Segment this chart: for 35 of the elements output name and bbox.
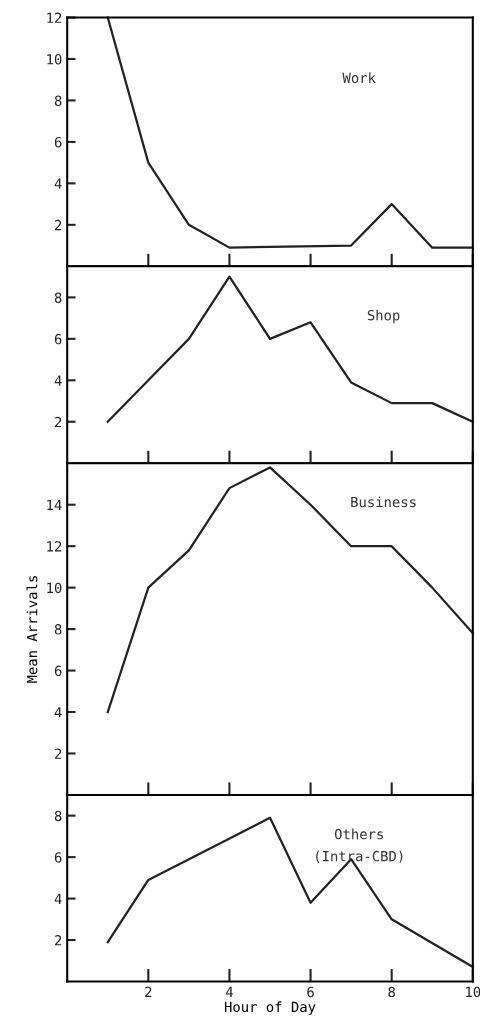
x-axis-title: Hour of Day	[224, 1001, 316, 1015]
y-tick-label: 14	[47, 499, 62, 511]
y-axis-title: Mean Arrivals	[26, 576, 38, 683]
series-label: Business	[351, 496, 416, 508]
y-tick-label: 4	[54, 893, 62, 904]
y-tick-label: 8	[54, 810, 62, 822]
series-label: Others (Intra-CBD)	[316, 828, 403, 863]
y-tick-label: 6	[54, 136, 62, 148]
y-tick-label: 6	[54, 852, 62, 863]
y-tick-label: 10	[47, 53, 62, 65]
y-tick-label: 12	[47, 541, 62, 552]
x-tick-label: 2	[145, 986, 152, 997]
y-tick-label: 4	[54, 178, 62, 189]
x-tick-label: 10	[466, 986, 480, 998]
y-tick-label: 6	[54, 333, 62, 345]
y-tick-label: 2	[55, 935, 62, 946]
y-tick-label: 12	[47, 12, 62, 23]
line-series	[106, 16, 474, 249]
x-tick-label: 6	[307, 986, 314, 998]
y-tick-label: 8	[54, 624, 62, 635]
y-tick-label: 2	[55, 416, 62, 428]
text: Work	[342, 72, 376, 84]
y-tick-label: 4	[54, 375, 62, 386]
y-tick-label: 6	[54, 665, 62, 677]
x-tick-label: 8	[388, 986, 395, 998]
y-tick-label: 2	[55, 748, 62, 759]
line-series	[106, 275, 474, 423]
text: Shop	[367, 309, 400, 324]
y-tick-label: 10	[47, 582, 62, 594]
y-tick-label: 2	[55, 219, 62, 231]
y-tick-label: 4	[54, 707, 62, 718]
y-tick-label: 8	[54, 95, 62, 106]
line-series	[106, 466, 474, 714]
y-tick-label: 8	[54, 292, 62, 303]
x-tick-label: 4	[225, 986, 233, 997]
